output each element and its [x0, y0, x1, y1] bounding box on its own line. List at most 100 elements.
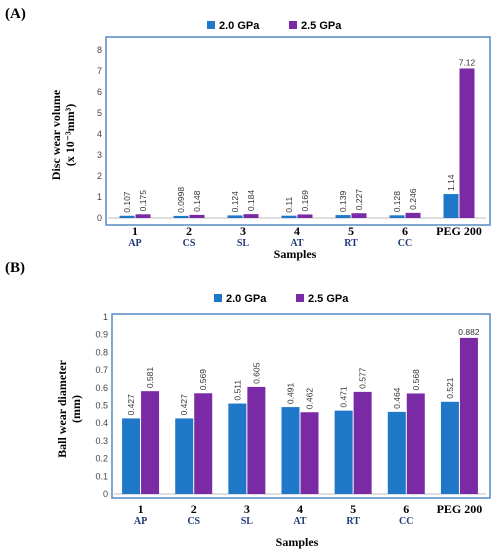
- y-tick-label: 7: [97, 66, 102, 76]
- category-code: RT: [344, 238, 358, 249]
- bar: [173, 215, 189, 218]
- data-label: 0.175: [138, 190, 148, 212]
- panel-label-b: (B): [5, 260, 25, 276]
- data-label: 0.521: [445, 377, 455, 399]
- category-code: AT: [290, 238, 303, 249]
- chart-frame: [105, 36, 491, 226]
- data-label: 0.107: [122, 191, 132, 213]
- data-label: 0.568: [411, 369, 421, 391]
- category-code: SL: [241, 516, 254, 527]
- data-label: 0.139: [338, 191, 348, 213]
- data-label: 0.511: [232, 380, 242, 401]
- category-code: CS: [187, 516, 200, 527]
- y-tick-label: 8: [97, 45, 102, 55]
- data-label: 0.227: [354, 189, 364, 211]
- y-tick-label: 3: [97, 150, 102, 160]
- y-tick-label: 4: [97, 129, 102, 139]
- data-label: 0.246: [408, 188, 418, 210]
- category-number: 6: [403, 502, 409, 516]
- x-axis-title: Samples: [276, 535, 319, 549]
- bar: [353, 391, 372, 494]
- y-tick-label: 0.2: [95, 454, 108, 464]
- data-label: 7.12: [459, 57, 476, 67]
- bar: [119, 215, 135, 218]
- data-label: 0.577: [358, 367, 368, 389]
- y-tick-label: 0.4: [95, 418, 108, 428]
- bar: [334, 410, 353, 494]
- data-label: 0.0998: [176, 187, 186, 213]
- bar: [243, 214, 259, 218]
- category-code: SL: [237, 238, 250, 249]
- data-label: 0.11: [284, 197, 294, 213]
- data-label: 0.124: [230, 191, 240, 213]
- bar: [459, 68, 475, 218]
- y-tick-label: 0.7: [95, 365, 108, 375]
- y-tick-label: 1: [97, 192, 102, 202]
- y-tick-label: 0.3: [95, 436, 108, 446]
- bar: [228, 403, 247, 494]
- category-code: RT: [346, 516, 360, 527]
- bar: [300, 412, 319, 494]
- bar: [443, 194, 459, 218]
- category-number: PEG 200: [436, 224, 482, 238]
- bar: [406, 393, 425, 494]
- y-tick-label: 0.5: [95, 401, 108, 411]
- bar: [135, 214, 151, 218]
- y-tick-label: 5: [97, 108, 102, 118]
- category-code: AP: [128, 238, 141, 249]
- category-code: CC: [398, 238, 412, 249]
- bar: [281, 407, 300, 494]
- category-number: 3: [244, 502, 250, 516]
- bar: [459, 337, 478, 494]
- data-label: 0.491: [286, 383, 296, 405]
- legend-label: 2.5 GPa: [308, 293, 349, 305]
- y-tick-label: 0: [103, 489, 108, 499]
- y-tick-label: 0.8: [95, 347, 108, 357]
- bar: [335, 215, 351, 218]
- data-label: 0.605: [251, 362, 261, 384]
- category-number: 4: [294, 224, 300, 238]
- data-label: 0.427: [126, 394, 136, 416]
- legend-label: 2.0 GPa: [226, 293, 267, 305]
- category-number: 3: [240, 224, 246, 238]
- y-axis-title: Ball wear diameter: [55, 359, 69, 457]
- category-number: 5: [350, 502, 356, 516]
- bar: [440, 401, 459, 494]
- data-label: 1.14: [446, 174, 456, 191]
- category-number: 6: [402, 224, 408, 238]
- data-label: 0.471: [339, 386, 349, 408]
- ball-wear-diameter-chart: 2.0 GPa 2.5 GPa 0 0.1 0.2 0.3 0.4 0.5 0.6 0.7 0.8 0…: [55, 293, 491, 549]
- y-tick-label: 0.1: [95, 471, 108, 481]
- bar: [247, 386, 266, 494]
- y-tick-label: 0: [97, 213, 102, 223]
- category-number: 4: [297, 502, 303, 516]
- data-label: 0.184: [246, 190, 256, 212]
- bar: [227, 215, 243, 218]
- bar: [175, 418, 194, 494]
- category-number: 1: [138, 502, 144, 516]
- bar: [389, 215, 405, 218]
- y-tick-label: 0.9: [95, 330, 108, 340]
- panel-label-a: (A): [5, 6, 26, 22]
- category-code: AP: [134, 516, 147, 527]
- category-number: 2: [191, 502, 197, 516]
- bar: [122, 418, 141, 494]
- category-number: PEG 200: [437, 502, 483, 516]
- y-axis-subtitle: (mm): [69, 395, 83, 423]
- legend-label: 2.5 GPa: [301, 20, 342, 32]
- bar: [194, 393, 213, 494]
- bar: [351, 213, 367, 218]
- y-tick-label: 2: [97, 171, 102, 181]
- bar: [281, 215, 297, 218]
- bar: [297, 214, 313, 218]
- legend-swatch: [214, 294, 222, 302]
- y-tick-label: 0.6: [95, 383, 108, 393]
- data-label: 0.169: [300, 190, 310, 212]
- legend-swatch: [207, 21, 215, 29]
- data-label: 0.462: [305, 388, 315, 410]
- category-code: CS: [183, 238, 196, 249]
- category-code: CC: [399, 516, 413, 527]
- data-label: 0.581: [145, 367, 155, 389]
- legend-swatch: [289, 21, 297, 29]
